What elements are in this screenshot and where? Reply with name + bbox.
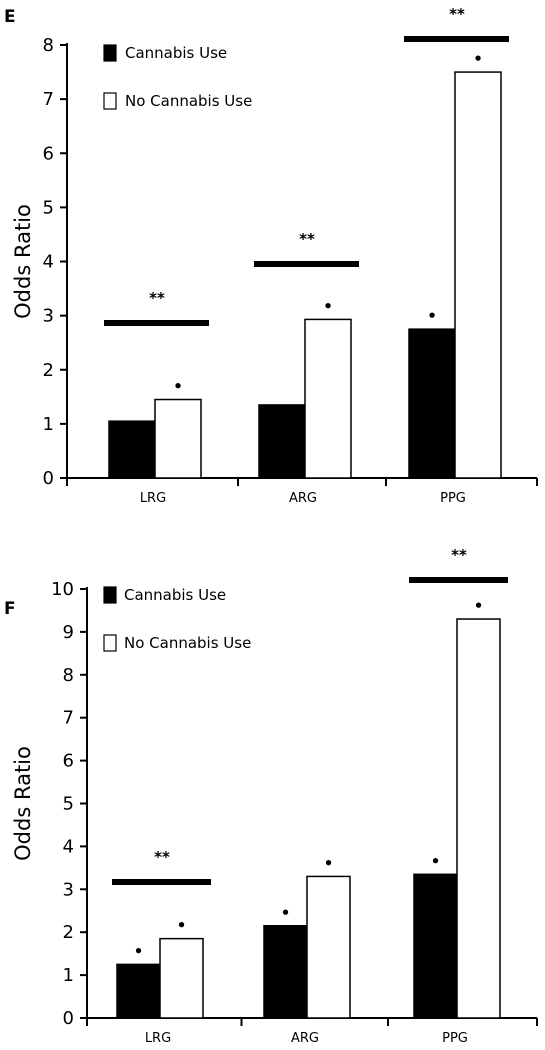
panel-label: F: [4, 599, 16, 619]
bar-cannabis-use: [116, 963, 161, 1019]
bar-no-cannabis-use: [159, 937, 204, 1019]
bar-cannabis-use: [108, 420, 156, 479]
bar-no-cannabis-use: [154, 398, 202, 479]
x-tick-label: ARG: [289, 491, 317, 506]
y-axis-label: Odds Ratio: [11, 204, 35, 319]
x-tick-label: ARG: [291, 1031, 319, 1046]
y-tick-label: 6: [43, 143, 54, 164]
x-tick-label: LRG: [140, 491, 166, 506]
y-tick-label: 1: [63, 965, 74, 986]
bar-no-cannabis-use: [304, 318, 352, 479]
bar-no-cannabis-use: [456, 618, 501, 1019]
legend-label: Cannabis Use: [124, 586, 226, 604]
point-marker: •: [177, 917, 187, 935]
bar-cannabis-use: [413, 873, 458, 1019]
y-tick-label: 0: [43, 468, 54, 489]
legend-swatch: [103, 634, 117, 652]
point-marker: •: [323, 297, 333, 315]
panel-label: E: [4, 7, 16, 27]
y-tick-label: 5: [63, 794, 74, 815]
bar-cannabis-use: [263, 925, 308, 1019]
y-tick-label: 0: [63, 1008, 74, 1029]
point-marker: •: [324, 854, 334, 872]
x-tick-label: PPG: [442, 1031, 468, 1046]
y-tick-label: 4: [43, 252, 54, 273]
y-tick-label: 9: [63, 622, 74, 643]
significance-marker: **: [149, 289, 165, 307]
legend-swatch: [103, 586, 117, 604]
x-tick-label: PPG: [440, 491, 466, 506]
point-marker: •: [431, 852, 441, 870]
bar-no-cannabis-use: [454, 71, 502, 479]
y-tick-label: 7: [63, 708, 74, 729]
significance-marker: **: [154, 848, 170, 866]
point-marker: •: [427, 307, 437, 325]
legend-swatch: [103, 44, 117, 62]
y-tick-label: 8: [63, 665, 74, 686]
bar-cannabis-use: [258, 404, 306, 479]
y-tick-label: 1: [43, 414, 54, 435]
y-tick-label: 2: [43, 360, 54, 381]
y-tick-label: 10: [51, 579, 74, 600]
y-axis-label: Odds Ratio: [11, 746, 35, 861]
y-tick-label: 6: [63, 751, 74, 772]
point-marker: •: [473, 50, 483, 68]
significance-marker: **: [299, 230, 315, 248]
y-tick-label: 3: [63, 879, 74, 900]
legend-label: No Cannabis Use: [125, 92, 252, 110]
legend-label: No Cannabis Use: [124, 634, 251, 652]
point-marker: •: [474, 597, 484, 615]
chart-panel-e: E Odds Ratio 0 1 2 3 4 5 6 7 8 • LRG ** • ARG ** • • PPG ** C…: [4, 5, 538, 506]
legend-swatch: [103, 92, 117, 110]
y-tick-label: 7: [43, 89, 54, 110]
bar-cannabis-use: [408, 328, 456, 479]
significance-marker: **: [451, 546, 467, 564]
point-marker: •: [134, 942, 144, 960]
significance-marker: **: [449, 5, 465, 23]
y-tick-label: 2: [63, 922, 74, 943]
y-tick-label: 4: [63, 836, 74, 857]
point-marker: •: [173, 378, 183, 396]
x-tick-label: LRG: [145, 1031, 171, 1046]
bar-no-cannabis-use: [306, 875, 351, 1019]
point-marker: •: [281, 904, 291, 922]
legend-label: Cannabis Use: [125, 44, 227, 62]
y-tick-label: 8: [43, 35, 54, 56]
y-tick-label: 5: [43, 197, 54, 218]
y-tick-label: 3: [43, 306, 54, 327]
chart-panel-f: F Odds Ratio 0 1 2 3 4 5 6 7 8 9 10 • • LRG ** • • ARG • • PPG…: [4, 546, 538, 1046]
